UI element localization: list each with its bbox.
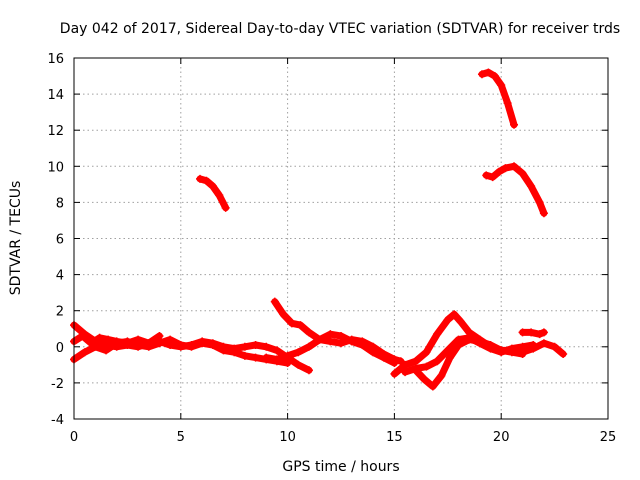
x-tick-label: 10 (279, 430, 296, 445)
series-arc-3 (70, 332, 163, 347)
y-tick-label: 14 (47, 88, 64, 103)
series-trace (486, 166, 544, 213)
y-tick-label: 0 (56, 341, 64, 356)
y-tick-labels: -4 -2 0 2 4 6 8 10 12 14 16 (47, 52, 64, 428)
y-axis-label: SDTVAR / TECUs (8, 181, 24, 296)
vtec-variation-chart: Day 042 of 2017, Sidereal Day-to-day VTE… (0, 0, 640, 480)
gridlines (74, 58, 608, 419)
series-arc-11 (478, 68, 518, 128)
chart-title: Day 042 of 2017, Sidereal Day-to-day VTE… (60, 21, 620, 37)
y-tick-label: -2 (51, 377, 64, 392)
y-tick-label: 4 (56, 269, 64, 284)
series-arc-10 (519, 328, 548, 338)
y-tick-label: 2 (56, 305, 64, 320)
y-tick-label: 10 (47, 160, 64, 175)
series-arc-12 (482, 162, 548, 217)
x-tick-label: 0 (70, 430, 78, 445)
x-tick-label: 15 (386, 430, 403, 445)
x-axis-label: GPS time / hours (282, 459, 399, 475)
data-series (70, 68, 567, 390)
x-tick-label: 20 (493, 430, 510, 445)
x-tick-label: 5 (177, 430, 185, 445)
y-tick-label: 12 (47, 124, 64, 139)
y-tick-label: 16 (47, 52, 64, 67)
x-tick-labels: 0 5 10 15 20 25 (70, 430, 616, 445)
x-tick-label: 25 (600, 430, 617, 445)
y-tick-label: 6 (56, 233, 64, 248)
series-trace (482, 72, 514, 124)
y-tick-label: 8 (56, 196, 64, 211)
y-tick-label: -4 (51, 413, 64, 428)
series-arc-4 (196, 175, 230, 212)
